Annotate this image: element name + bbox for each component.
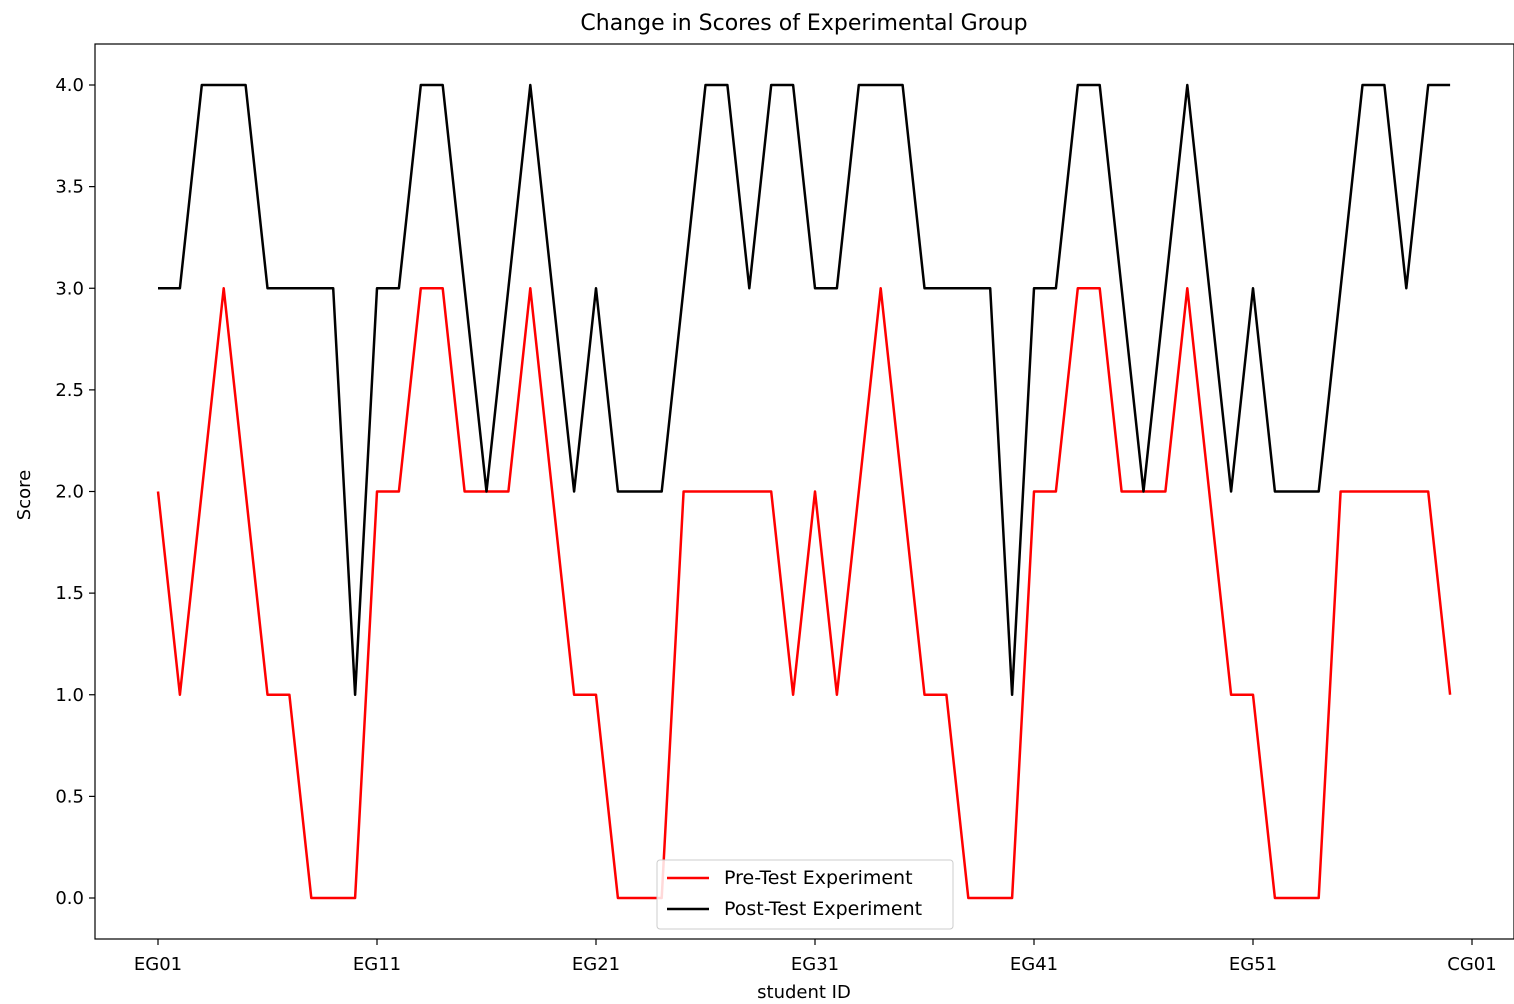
- series-lines: [156, 83, 1452, 900]
- y-axis-label: Score: [14, 470, 35, 520]
- legend-box: [656, 859, 954, 930]
- x-tick-label: EG31: [791, 954, 839, 975]
- y-tick-label: 1.5: [55, 583, 84, 604]
- y-axis: 0.0 0.5 1.0 1.5 2.0 2.5 3.0 3.5 4.0: [55, 75, 95, 909]
- x-tick-label: CG01: [1447, 954, 1496, 975]
- y-tick-label: 2.5: [55, 380, 84, 401]
- x-tick-label: EG51: [1229, 954, 1277, 975]
- x-tick-label: EG11: [353, 954, 401, 975]
- legend-label-post-test: Post-Test Experiment: [724, 898, 922, 920]
- x-tick-label: EG01: [134, 954, 182, 975]
- series-line-post-test: [158, 83, 1451, 697]
- x-tick-label: EG21: [572, 954, 620, 975]
- y-tick-label: 3.5: [55, 177, 84, 198]
- legend: Pre-Test Experiment Post-Test Experiment: [656, 859, 954, 930]
- y-tick-label: 3.0: [55, 278, 84, 299]
- y-tick-label: 2.0: [55, 482, 84, 503]
- x-axis: EG01 EG11 EG21 EG31 EG41 EG51 CG01: [134, 939, 1497, 975]
- y-tick-label: 4.0: [55, 75, 84, 96]
- y-tick-label: 0.0: [55, 888, 84, 909]
- y-tick-label: 0.5: [55, 786, 84, 807]
- x-tick-label: EG41: [1010, 954, 1058, 975]
- series-line-pre-test: [156, 287, 1452, 900]
- chart-title: Change in Scores of Experimental Group: [580, 11, 1027, 36]
- legend-label-pre-test: Pre-Test Experiment: [724, 867, 913, 889]
- x-axis-label: student ID: [757, 982, 851, 1003]
- y-tick-label: 1.0: [55, 685, 84, 706]
